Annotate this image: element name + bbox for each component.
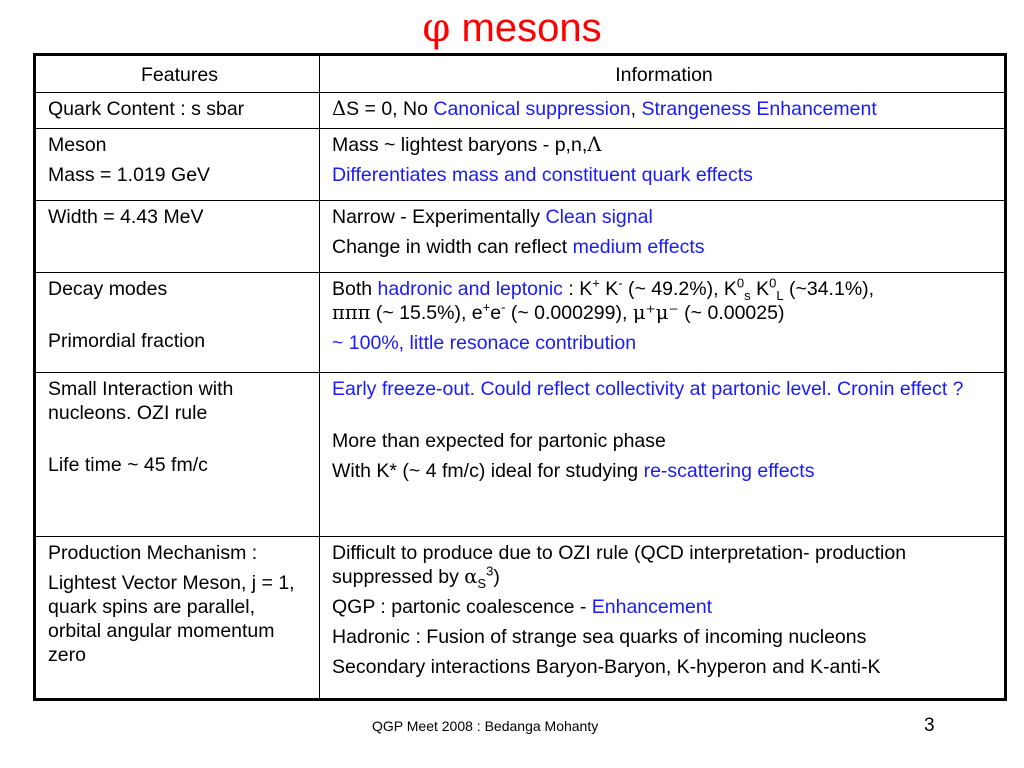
kstar-text: With K* (~ 4 fm/c) ideal for studying	[332, 460, 644, 482]
meson-info-line2: Differentiates mass and constituent quar…	[332, 164, 753, 186]
decay-modes-info: Both hadronic and leptonic : K+ K- (~ 49…	[332, 277, 996, 325]
secondary-interactions-text: Secondary interactions Baryon-Baryon, K-…	[332, 656, 881, 678]
meson-info-line1: Mass ~ lightest baryons - p,n,Λ	[332, 133, 996, 157]
decay-subscript: L	[776, 287, 784, 303]
vector-meson-label: Lightest Vector Meson, j = 1, quark spin…	[48, 572, 295, 666]
decay-text: K	[750, 278, 770, 300]
table-header-row: Features Information	[34, 54, 1006, 93]
ozi-rule-info: Difficult to produce due to OZI rule (QC…	[332, 541, 996, 591]
info-interaction: Early freeze-out. Could reflect collecti…	[319, 372, 1006, 537]
page-number: 3	[924, 715, 935, 736]
enhancement-text: Enhancement	[591, 596, 713, 618]
strangeness-enhancement-text: Strangeness Enhancement	[641, 98, 877, 120]
decay-text: : K	[562, 278, 593, 300]
interaction-info-spacer	[332, 407, 996, 429]
info-width: Narrow - Experimentally Clean signal Cha…	[319, 200, 1006, 273]
qgp-text: QGP : partonic coalescence -	[332, 596, 592, 618]
decay-text: (~ 15.5%), e	[370, 302, 483, 324]
meson-label: Meson	[48, 134, 107, 156]
qgp-coalescence-info: QGP : partonic coalescence - Enhancement	[332, 595, 996, 619]
decay-text: (~ 0.000299),	[505, 302, 633, 324]
feature-interaction: Small Interaction with nucleons. OZI rul…	[34, 372, 320, 537]
feature-decay: Decay modes Primordial fraction	[34, 272, 320, 373]
width-info-line1: Narrow - Experimentally Clean signal	[332, 205, 996, 229]
quark-info-comma: ,	[630, 98, 642, 120]
early-freezeout-text: Early freeze-out. Could reflect collecti…	[332, 378, 964, 400]
alpha-symbol: α	[464, 565, 478, 588]
table-row-width: Width = 4.43 MeV Narrow - Experimentally…	[34, 200, 1006, 273]
width-info-text2: Change in width can reflect	[332, 236, 573, 258]
width-info-line2: Change in width can reflect medium effec…	[332, 235, 996, 259]
primordial-fraction-info: ~ 100%, little resonace contribution	[332, 332, 637, 354]
decay-superscript: 0	[769, 275, 777, 291]
decay-superscript: 0	[736, 275, 745, 291]
clean-signal-text: Clean signal	[545, 206, 653, 228]
meson-mass: Mass = 1.019 GeV	[48, 164, 211, 186]
slide-title-text: mesons	[461, 6, 602, 50]
decay-superscript: +	[482, 299, 491, 315]
meson-info-text: Mass ~ lightest baryons - p,n,	[332, 134, 588, 156]
decay-subscript: s	[744, 287, 751, 303]
table-row-decay: Decay modes Primordial fraction Both had…	[34, 272, 1006, 373]
rescattering-effects-text: re-scattering effects	[643, 460, 815, 482]
kstar-info: With K* (~ 4 fm/c) ideal for studying re…	[332, 459, 996, 483]
interaction-spacer	[48, 431, 311, 453]
decay-text: (~ 0.00025)	[678, 302, 785, 324]
phi-meson-table: Features Information Quark Content : s s…	[33, 53, 1007, 701]
decay-spacer	[48, 307, 311, 329]
decay-superscript: -	[501, 299, 506, 315]
lifetime-label: Life time ~ 45 fm/c	[48, 454, 208, 476]
alpha-superscript: 3	[486, 563, 494, 579]
header-features: Features	[34, 54, 320, 93]
feature-meson: Meson Mass = 1.019 GeV	[34, 128, 320, 201]
mu-symbols: μ⁺μ⁻	[632, 301, 679, 324]
quark-info-text: S = 0, No	[346, 98, 434, 120]
decay-text: K	[599, 278, 619, 300]
table-row-production: Production Mechanism : Lightest Vector M…	[34, 536, 1006, 700]
info-production: Difficult to produce due to OZI rule (QC…	[319, 536, 1006, 700]
ozi-text: Difficult to produce due to OZI rule (QC…	[332, 542, 907, 588]
table-row-interaction: Small Interaction with nucleons. OZI rul…	[34, 372, 1006, 537]
partonic-phase-text: More than expected for partonic phase	[332, 430, 666, 452]
hadronic-fusion-text: Hadronic : Fusion of strange sea quarks …	[332, 626, 867, 648]
feature-quark-content: Quark Content : s sbar	[34, 92, 320, 129]
decay-text: (~ 49.2%), K	[622, 278, 737, 300]
table-row-quark-content: Quark Content : s sbar ΔS = 0, No Canoni…	[34, 92, 1006, 129]
table-row-meson: Meson Mass = 1.019 GeV Mass ~ lightest b…	[34, 128, 1006, 201]
width-info-text1: Narrow - Experimentally	[332, 206, 546, 228]
info-meson: Mass ~ lightest baryons - p,n,Λ Differen…	[319, 128, 1006, 201]
slide-title: φ mesons	[0, 4, 1024, 52]
lambda-symbol: Λ	[587, 133, 602, 156]
decay-text: (~34.1%),	[783, 278, 875, 300]
medium-effects-text: medium effects	[572, 236, 705, 258]
footer-text: QGP Meet 2008 : Bedanga Mohanty	[372, 718, 599, 734]
header-information: Information	[319, 54, 1006, 93]
alpha-subscript: S	[477, 575, 487, 591]
decay-text: e	[490, 302, 502, 324]
decay-superscript: +	[592, 275, 600, 291]
phi-symbol: φ	[422, 5, 451, 51]
info-decay: Both hadronic and leptonic : K+ K- (~ 49…	[319, 272, 1006, 373]
decay-superscript: -	[618, 275, 623, 291]
info-quark-content: ΔS = 0, No Canonical suppression, Strang…	[319, 92, 1006, 129]
hadronic-leptonic-text: hadronic and leptonic	[377, 278, 563, 300]
decay-modes-label: Decay modes	[48, 278, 168, 300]
canonical-suppression-text: Canonical suppression	[433, 98, 631, 120]
small-interaction-label: Small Interaction with nucleons. OZI rul…	[48, 378, 234, 424]
ozi-close: )	[493, 566, 500, 588]
decay-text: Both	[332, 278, 378, 300]
production-mechanism-label: Production Mechanism :	[48, 542, 258, 564]
feature-production: Production Mechanism : Lightest Vector M…	[34, 536, 320, 700]
primordial-fraction-label: Primordial fraction	[48, 330, 206, 352]
feature-width: Width = 4.43 MeV	[34, 200, 320, 273]
pi-symbols: πππ	[332, 301, 371, 324]
delta-symbol: Δ	[332, 97, 347, 120]
